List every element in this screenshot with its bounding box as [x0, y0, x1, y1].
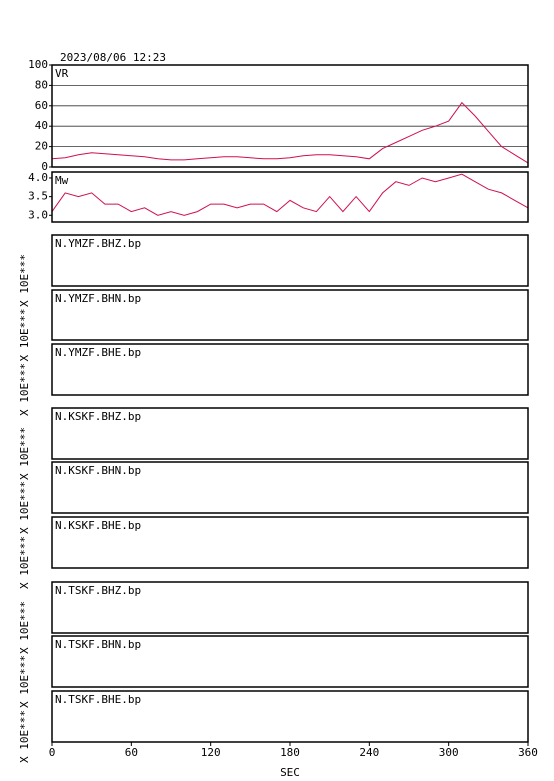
y-axis-label: X 10E*** [18, 655, 31, 708]
y-axis-label: X 10E*** [18, 710, 31, 763]
panel-label: N.YMZF.BHE.bp [55, 346, 141, 359]
x-tick-label: 60 [125, 746, 138, 759]
y-tick-label: 3.0 [28, 208, 48, 221]
panel-label: N.TSKF.BHE.bp [55, 693, 141, 706]
x-tick-label: 0 [49, 746, 56, 759]
y-tick-label: 100 [28, 58, 48, 71]
y-tick-label: 40 [35, 119, 48, 132]
panel-label: Mw [55, 174, 69, 187]
x-axis-label: SEC [280, 766, 300, 779]
panel-label: N.KSKF.BHZ.bp [55, 410, 141, 423]
y-axis-label: X 10E*** [18, 601, 31, 654]
y-axis-label: X 10E*** [18, 481, 31, 534]
y-tick-label: 3.5 [28, 190, 48, 203]
panel-frame [51, 461, 529, 514]
panel-frame [51, 635, 529, 688]
chart-title: 2023/08/06 12:23 [60, 51, 166, 64]
x-tick-label: 180 [280, 746, 300, 759]
panel-label: N.KSKF.BHN.bp [55, 464, 141, 477]
panel-frame [51, 289, 529, 341]
y-axis-label: X 10E*** [18, 254, 31, 307]
panel-label: N.TSKF.BHN.bp [55, 638, 141, 651]
data-line [51, 173, 529, 216]
panel-frame [51, 343, 529, 396]
y-tick-label: 80 [35, 78, 48, 91]
x-tick-label: 240 [359, 746, 379, 759]
panel-frame [51, 171, 529, 223]
y-tick-label: 4.0 [28, 171, 48, 184]
panel-label: N.TSKF.BHZ.bp [55, 584, 141, 597]
y-axis-label: X 10E*** [18, 427, 31, 480]
panel-frame [51, 516, 529, 569]
panel-frame [51, 581, 529, 634]
panel-frame [51, 407, 529, 460]
x-tick-label: 300 [439, 746, 459, 759]
data-line [51, 101, 529, 164]
y-axis-label: X 10E*** [18, 536, 31, 589]
panel-label: N.YMZF.BHN.bp [55, 292, 141, 305]
panel-label: N.KSKF.BHE.bp [55, 519, 141, 532]
y-tick-label: 0 [41, 160, 48, 173]
panel-label: VR [55, 67, 69, 80]
y-tick-label: 60 [35, 99, 48, 112]
y-axis-label: X 10E*** [18, 309, 31, 362]
y-tick-label: 20 [35, 140, 48, 153]
x-tick-label: 120 [201, 746, 221, 759]
panel-frame [51, 64, 529, 168]
panel-label: N.YMZF.BHZ.bp [55, 237, 141, 250]
y-axis-label: X 10E*** [18, 363, 31, 416]
panel-frame [51, 234, 529, 287]
x-tick-label: 360 [518, 746, 538, 759]
